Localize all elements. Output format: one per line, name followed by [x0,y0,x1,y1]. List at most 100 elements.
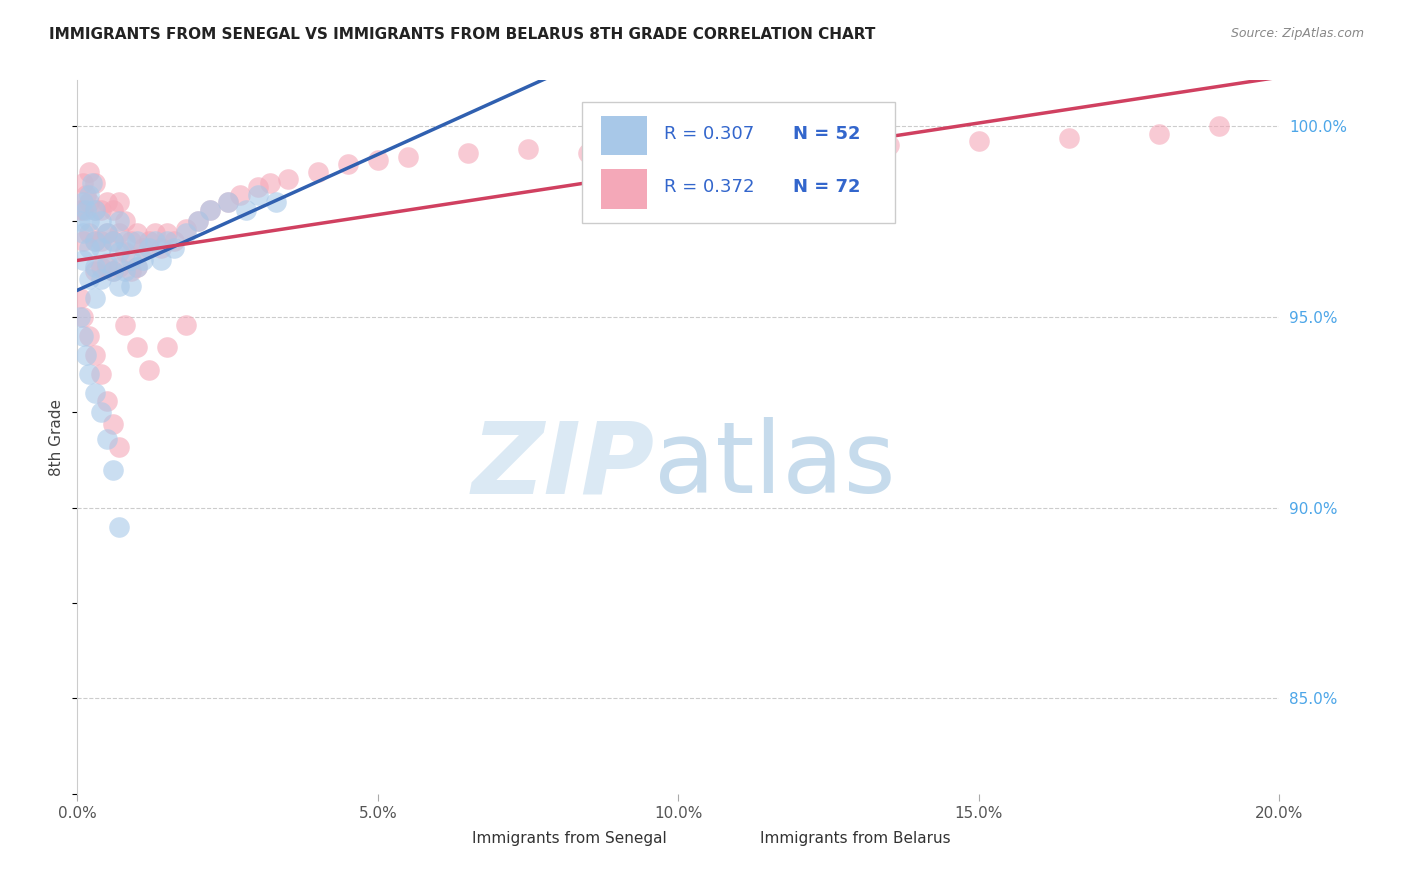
Point [96,393,118,408]
Point [186,214,209,228]
Point [114,234,136,248]
Point [69,291,91,305]
Point [198,202,221,217]
Point [79,226,101,240]
Point [79,241,101,255]
Point [150,241,173,255]
Text: Source: ZipAtlas.com: Source: ZipAtlas.com [1230,27,1364,40]
Point [84,291,107,305]
Point [79,214,101,228]
Point [235,202,257,217]
Point [96,260,118,275]
Point [84,386,107,401]
Point [120,234,142,248]
Y-axis label: 8th Grade: 8th Grade [49,399,65,475]
Point [138,241,160,255]
Point [132,241,155,255]
Point [127,234,149,248]
Point [162,241,184,255]
Point [127,260,149,275]
Point [108,214,131,228]
Point [103,234,125,248]
Point [336,157,359,171]
Point [1057,130,1080,145]
Point [108,440,131,454]
Point [246,187,269,202]
Point [84,260,107,275]
FancyBboxPatch shape [582,102,894,223]
Point [96,256,118,270]
Point [90,405,112,419]
Point [120,252,142,267]
Point [79,187,101,202]
Point [156,340,179,354]
Point [96,195,118,210]
Point [1208,119,1230,133]
Point [90,214,112,228]
Point [174,226,197,240]
Point [132,252,155,267]
Point [82,177,104,191]
Point [127,260,149,275]
Point [84,177,107,191]
Point [75,348,97,362]
FancyBboxPatch shape [602,169,647,209]
Point [787,142,810,156]
Point [84,234,107,248]
Point [228,187,250,202]
Point [103,462,125,476]
FancyBboxPatch shape [720,826,751,851]
Point [114,318,136,332]
Point [967,134,990,148]
Text: N = 52: N = 52 [793,125,860,143]
Point [72,310,94,324]
Point [84,264,107,278]
Point [186,214,209,228]
Text: Immigrants from Senegal: Immigrants from Senegal [471,830,666,846]
Point [79,271,101,285]
Point [367,153,389,168]
Point [307,165,329,179]
Point [108,520,131,534]
FancyBboxPatch shape [602,116,647,155]
Point [84,234,107,248]
Point [517,142,540,156]
Point [108,195,131,210]
Point [120,279,142,293]
Point [90,202,112,217]
Point [69,214,91,228]
Point [114,214,136,228]
Point [103,264,125,278]
Point [90,271,112,285]
Point [697,145,720,160]
Point [108,279,131,293]
Point [96,226,118,240]
Point [96,226,118,240]
Text: atlas: atlas [654,417,896,514]
Point [259,177,281,191]
Point [127,340,149,354]
Point [103,202,125,217]
Point [120,264,142,278]
Point [72,195,94,210]
Point [174,318,197,332]
Point [103,234,125,248]
Point [156,226,179,240]
Point [108,260,131,275]
Point [72,252,94,267]
Text: Immigrants from Belarus: Immigrants from Belarus [761,830,950,846]
Point [72,177,94,191]
Point [84,202,107,217]
Text: ZIP: ZIP [471,417,654,514]
Point [108,245,131,260]
Point [150,252,173,267]
Point [637,150,659,164]
FancyBboxPatch shape [432,826,463,851]
Point [79,195,101,210]
Point [90,234,112,248]
Point [114,264,136,278]
Point [103,264,125,278]
Point [264,195,287,210]
Point [84,348,107,362]
Point [198,202,221,217]
